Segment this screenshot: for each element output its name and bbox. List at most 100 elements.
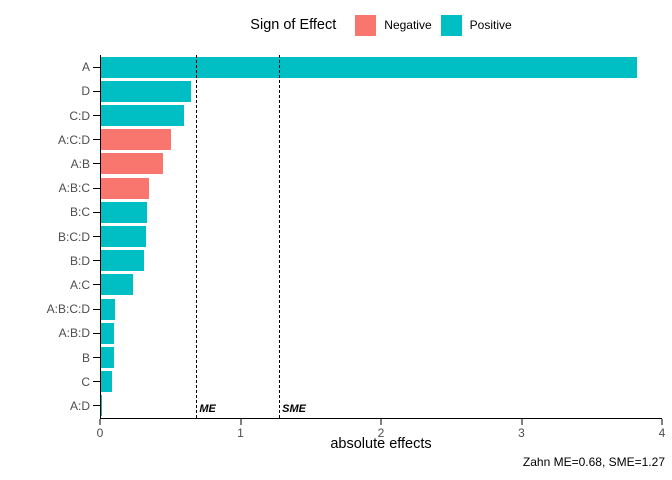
legend-swatch-positive (440, 14, 462, 36)
caption: Zahn ME=0.68, SME=1.27 (522, 455, 665, 469)
bar-abcd (101, 298, 116, 320)
bar-row (101, 79, 662, 103)
y-tick-row (93, 79, 100, 103)
legend-swatch-negative (355, 14, 377, 36)
x-tick-mark (240, 419, 241, 425)
bar-b (101, 347, 114, 369)
y-tick-mark (93, 163, 100, 165)
bar-row (101, 55, 662, 79)
y-tick-row (93, 321, 100, 345)
bar-cd (101, 105, 184, 126)
x-tick-label: 4 (658, 426, 666, 440)
bar-abc (101, 177, 149, 199)
y-axis-label: A:B:D (58, 326, 90, 341)
plot-panel: ME SME (100, 55, 662, 419)
y-tick-row (93, 55, 100, 79)
y-axis-ticks (93, 55, 100, 418)
reference-line-label-me: ME (199, 403, 216, 415)
bar-row (101, 321, 662, 345)
y-tick-mark (93, 381, 100, 383)
y-tick-row (93, 176, 100, 200)
y-tick-row (93, 103, 100, 127)
x-axis-title: absolute effects (330, 436, 432, 452)
y-axis-label: A:B:C (58, 181, 90, 196)
reference-line-sme (279, 55, 281, 418)
y-tick-mark (93, 66, 100, 68)
y-tick-mark (93, 284, 100, 286)
y-tick-mark (93, 260, 100, 262)
bar-row (101, 370, 662, 394)
bar-row (101, 152, 662, 176)
reference-line-label-sme: SME (282, 403, 306, 415)
x-tick-mark (661, 419, 663, 425)
y-axis-label: B (81, 350, 90, 365)
bar-ac (101, 274, 134, 296)
y-axis-labels: A D C:D A:C:D A:B A:B:C B:C B:C:D B:D A:C A:B:C:D A… (0, 55, 90, 418)
y-tick-row (93, 200, 100, 224)
y-tick-row (93, 370, 100, 394)
legend-label: Positive (469, 18, 512, 32)
bar-row (101, 297, 662, 321)
legend-item-negative: Negative (355, 14, 432, 36)
y-tick-mark (93, 90, 100, 92)
y-axis-label: B:C:D (57, 229, 90, 244)
x-tick-label: 3 (518, 426, 525, 440)
bar-abd (101, 322, 114, 344)
y-tick-mark (93, 211, 100, 213)
bar-row (101, 128, 662, 152)
y-tick-row (93, 345, 100, 369)
bar-row (101, 249, 662, 273)
bar-bc (101, 201, 148, 223)
y-axis-label: B:C (69, 205, 90, 220)
x-tick-label: 1 (237, 426, 244, 440)
legend-label: Negative (384, 18, 432, 32)
y-axis-label: A:C (69, 277, 90, 292)
x-axis: 0 1 2 3 4 (96, 419, 665, 443)
x-tick-mark (99, 419, 101, 425)
bar-ab (101, 153, 163, 175)
bar-rows (101, 55, 662, 418)
bar-c (101, 371, 113, 393)
y-axis-label: C (81, 374, 90, 389)
y-tick-mark (93, 405, 100, 407)
bar-bd (101, 250, 145, 272)
bar-row (101, 273, 662, 297)
y-tick-row (93, 152, 100, 176)
x-tick-mark (521, 419, 522, 425)
y-tick-row (93, 297, 100, 321)
bar-acd (101, 129, 172, 151)
legend-item-positive: Positive (440, 14, 512, 36)
y-axis-label: A (81, 60, 90, 75)
bar-row (101, 176, 662, 200)
y-tick-mark (93, 115, 100, 116)
bar-row (101, 345, 662, 369)
y-tick-mark (93, 187, 100, 189)
y-axis-label: A:B:C:D (46, 302, 90, 317)
y-tick-mark (93, 308, 100, 310)
y-axis-label: A:D (69, 398, 90, 413)
bar-row (101, 394, 662, 418)
reference-line-me (196, 55, 198, 418)
y-tick-mark (93, 139, 100, 141)
x-tick-label: 0 (96, 426, 104, 440)
y-tick-row (93, 224, 100, 248)
y-tick-mark (93, 332, 100, 334)
x-tick-mark (380, 419, 382, 425)
y-tick-mark (93, 236, 100, 238)
legend-items: Negative Positive (346, 14, 512, 36)
bar-ad (101, 395, 102, 417)
bar-row (101, 103, 662, 127)
y-tick-row (93, 394, 100, 418)
bar-bcd (101, 226, 146, 248)
legend-title: Sign of Effect (250, 17, 337, 33)
legend: Sign of Effect Negative Positive (100, 12, 662, 38)
y-axis-label: A:B (70, 156, 90, 171)
y-tick-row (93, 273, 100, 297)
x-tick-label: 2 (377, 426, 385, 440)
bar-row (101, 200, 662, 224)
bar-d (101, 80, 191, 102)
y-axis-label: D (81, 84, 90, 99)
y-tick-mark (93, 357, 100, 359)
y-tick-row (93, 249, 100, 273)
